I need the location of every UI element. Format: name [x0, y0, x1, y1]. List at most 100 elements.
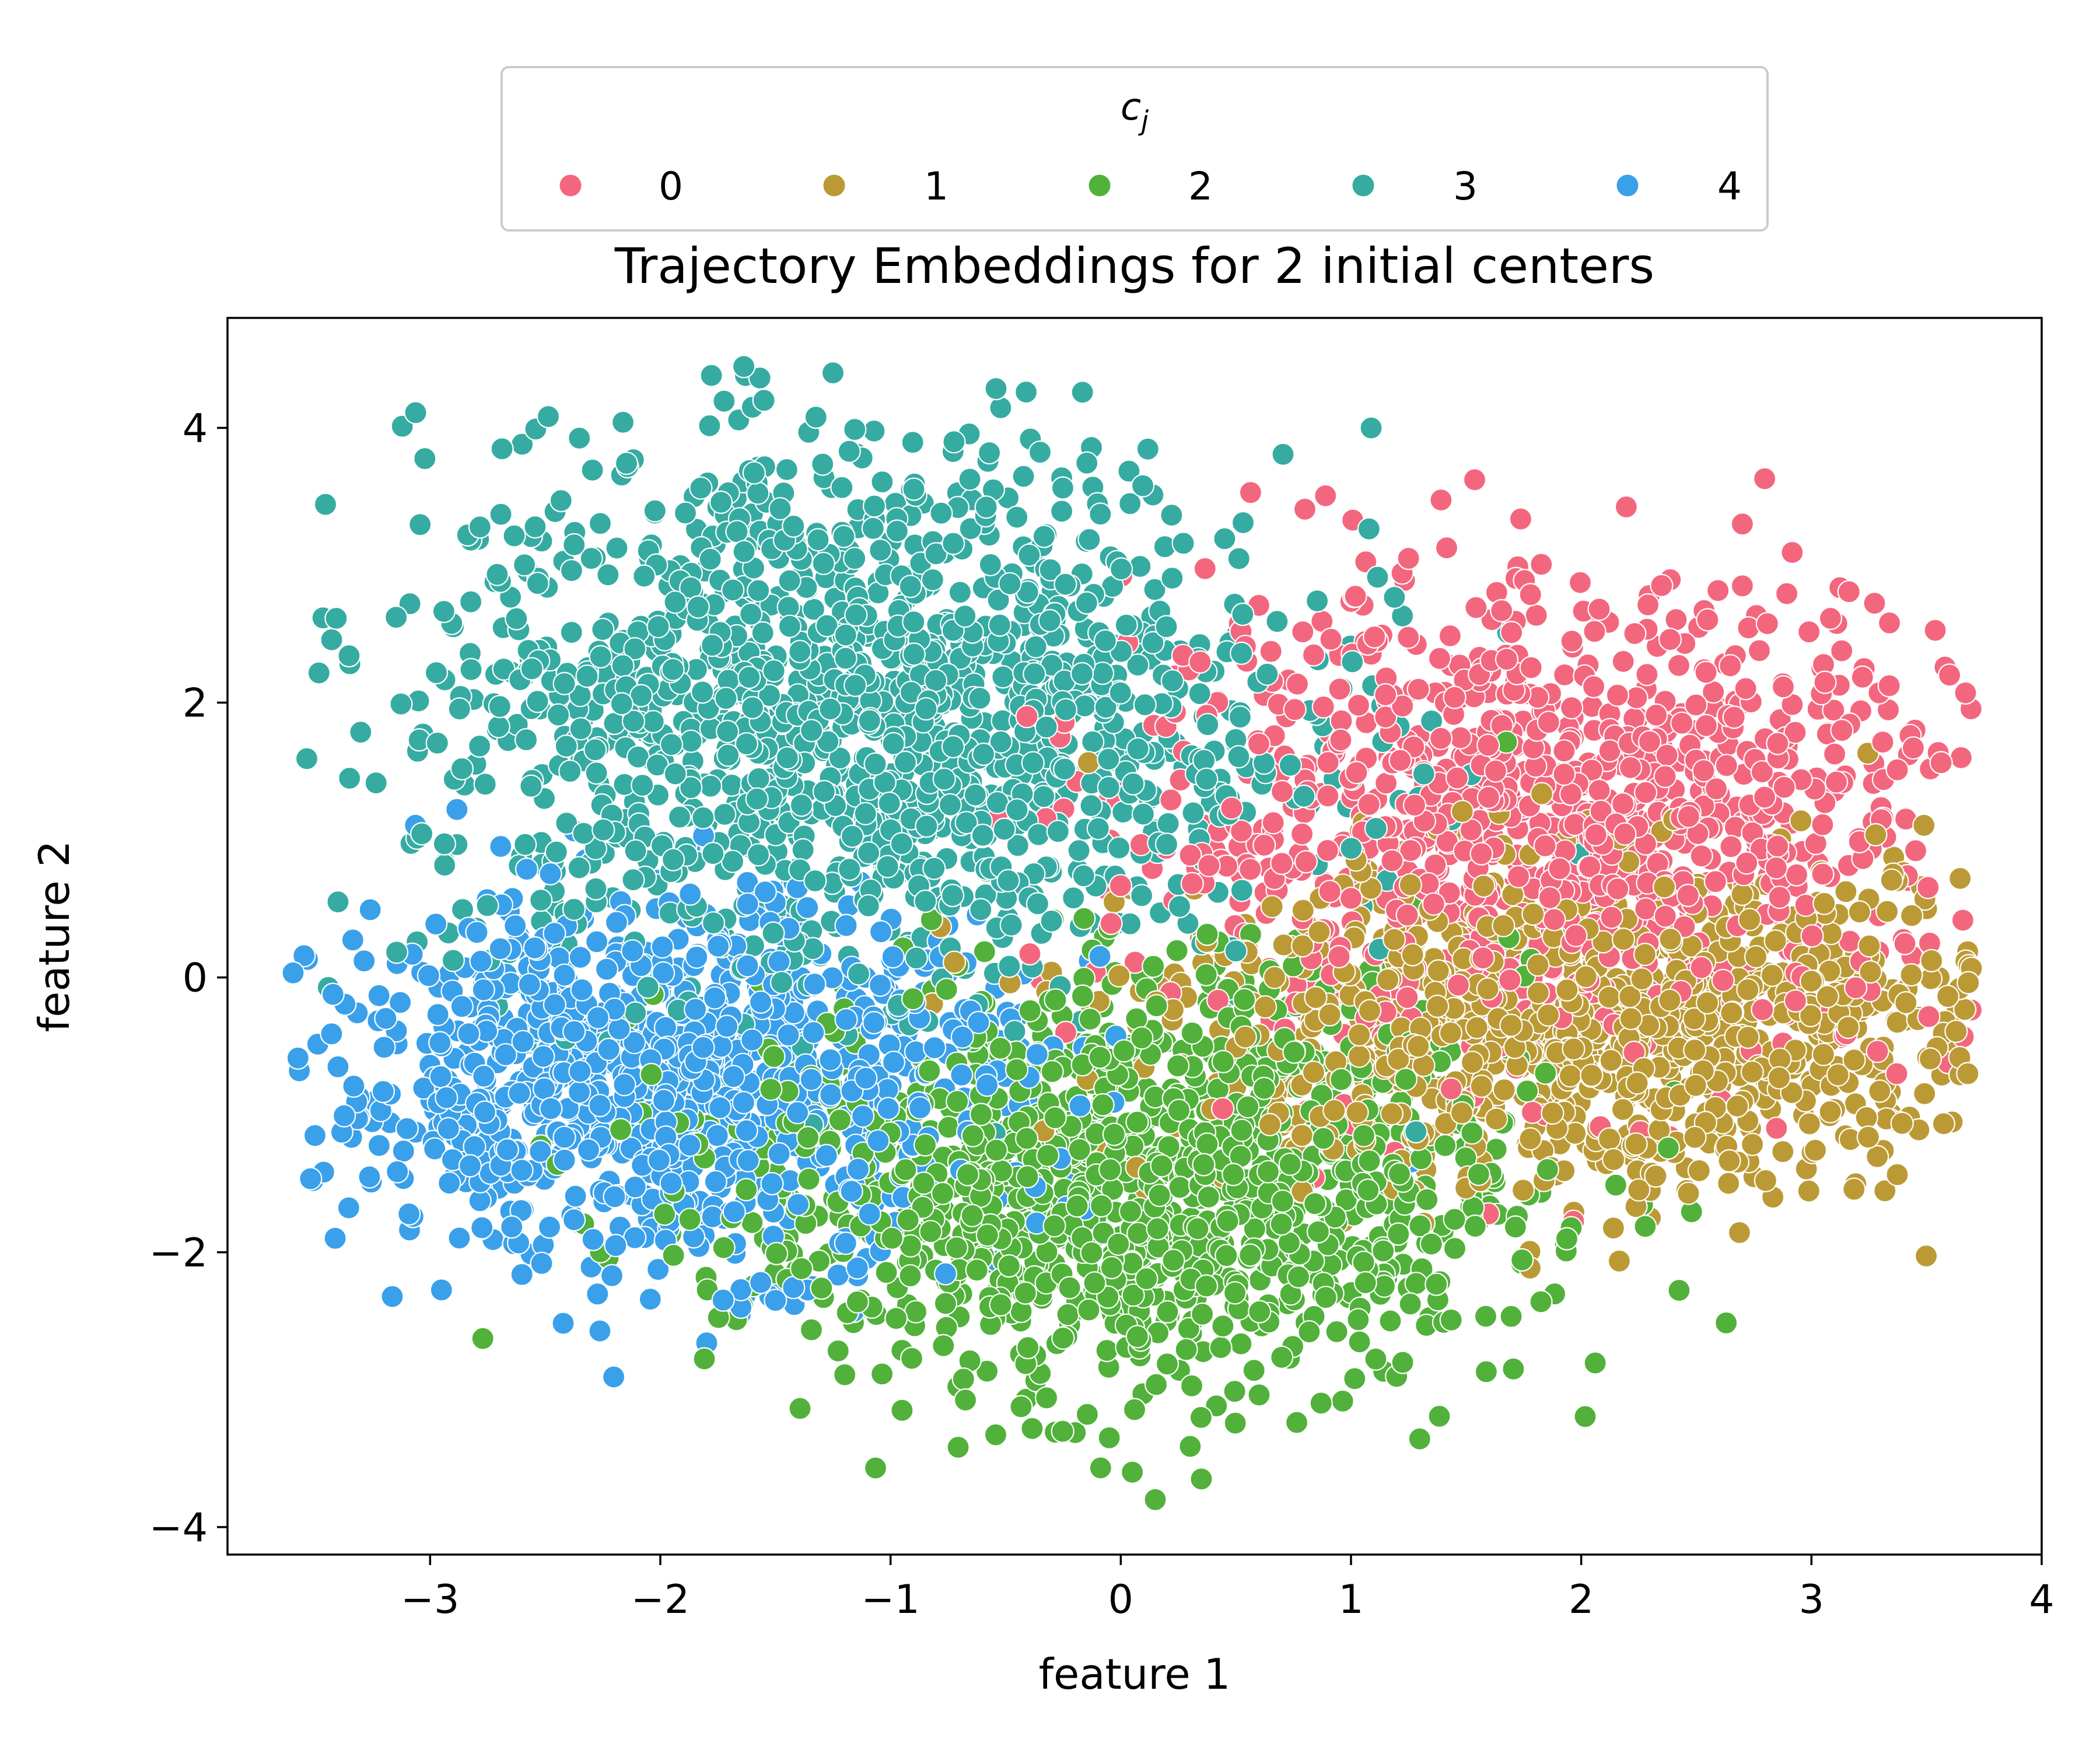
legend-label: 2: [1188, 164, 1213, 209]
scatter-point: [1727, 1220, 1752, 1245]
scatter-point: [1771, 675, 1796, 699]
scatter-point: [1714, 1311, 1738, 1335]
scatter-point: [1325, 1320, 1349, 1343]
scatter-point: [1291, 620, 1315, 644]
scatter-point: [1433, 1133, 1457, 1158]
scatter-point: [988, 1036, 1013, 1060]
scatter-point: [1583, 1351, 1607, 1375]
scatter-point: [1294, 850, 1318, 874]
scatter-point: [986, 588, 1010, 612]
scatter-point: [989, 396, 1013, 420]
scatter-point: [1518, 583, 1542, 607]
scatter-point: [1032, 785, 1056, 808]
scatter-point: [1797, 620, 1821, 644]
scatter-point: [391, 1139, 415, 1163]
scatter-point: [846, 1157, 870, 1181]
scatter-point: [1818, 606, 1843, 631]
scatter-point: [1408, 1427, 1432, 1451]
scatter-point: [450, 995, 474, 1019]
scatter-point: [1429, 488, 1453, 512]
scatter-point: [367, 984, 391, 1007]
scatter-point: [583, 738, 607, 762]
scatter-point: [1760, 963, 1784, 988]
scatter-point: [963, 783, 988, 807]
scatter-point: [412, 1076, 436, 1100]
scatter-point: [341, 928, 365, 952]
scatter-point: [845, 1256, 869, 1280]
scatter-point: [1601, 1216, 1625, 1240]
scatter-point: [1363, 625, 1387, 649]
scatter-point: [861, 516, 885, 540]
scatter-point: [1309, 1391, 1333, 1415]
scatter-point: [408, 513, 432, 537]
scatter-point: [691, 806, 715, 830]
scatter-point: [1474, 1360, 1498, 1384]
scatter-point: [424, 661, 449, 685]
scatter-point: [1144, 1373, 1168, 1396]
scatter-point: [1605, 683, 1629, 707]
scatter-point: [1227, 547, 1251, 570]
scatter-point: [1875, 900, 1899, 923]
scatter-point: [1885, 1062, 1909, 1086]
scatter-point: [473, 772, 497, 796]
scatter-point: [531, 1044, 555, 1069]
scatter-point: [1529, 1290, 1553, 1314]
scatter-point: [705, 1124, 729, 1147]
scatter-point: [1067, 838, 1091, 863]
scatter-point: [1242, 1359, 1266, 1382]
scatter-point: [870, 470, 894, 494]
scatter-point: [893, 750, 918, 775]
scatter-point: [432, 832, 457, 856]
scatter-point: [1014, 380, 1038, 404]
scatter-point: [586, 1282, 610, 1306]
scatter-point: [972, 940, 996, 964]
scatter-point: [1653, 904, 1677, 928]
scatter-point: [1293, 497, 1317, 522]
scatter-point: [292, 944, 316, 968]
scatter-point: [1730, 882, 1754, 907]
scatter-point: [679, 729, 703, 753]
scatter-point: [869, 920, 893, 944]
scatter-point: [1854, 1105, 1878, 1130]
scatter-point: [1141, 631, 1165, 655]
scatter-point: [1604, 1173, 1628, 1197]
scatter-point: [1126, 653, 1150, 677]
scatter-point: [937, 1115, 961, 1139]
scatter-point: [558, 760, 582, 783]
scatter-point: [538, 862, 562, 886]
scatter-point: [1785, 863, 1809, 887]
scatter-point: [512, 553, 537, 577]
scatter-point: [1395, 985, 1419, 1010]
scatter-point: [1051, 1419, 1074, 1443]
scatter-point: [1088, 1456, 1112, 1480]
scatter-point: [742, 461, 766, 485]
legend-label: 0: [659, 164, 683, 209]
scatter-point: [1694, 660, 1718, 684]
scatter-point: [410, 822, 434, 846]
scatter-point: [568, 426, 592, 450]
scatter-point: [1842, 1048, 1866, 1072]
scatter-point: [485, 562, 509, 586]
scatter-point: [1920, 949, 1944, 973]
scatter-point: [441, 949, 466, 972]
scatter-point: [500, 1215, 524, 1239]
scatter-point: [1611, 649, 1635, 674]
scatter-point: [843, 418, 867, 442]
scatter-point: [1583, 620, 1606, 643]
scatter-point: [1811, 862, 1835, 886]
scatter-point: [1938, 663, 1962, 687]
scatter-point: [1228, 705, 1252, 729]
scatter-point: [623, 1175, 647, 1199]
scatter-point: [588, 512, 612, 536]
scatter-point: [320, 628, 344, 652]
scatter-point: [1343, 1367, 1367, 1391]
scatter-point: [734, 1178, 758, 1202]
scatter-point: [542, 993, 567, 1017]
scatter-point: [1404, 1272, 1428, 1296]
scatter-point: [1644, 703, 1668, 727]
scatter-point: [1136, 437, 1160, 461]
scatter-point: [1290, 1124, 1314, 1147]
scatter-point: [447, 697, 471, 721]
scatter-point: [1051, 476, 1075, 500]
scatter-point: [958, 517, 982, 541]
